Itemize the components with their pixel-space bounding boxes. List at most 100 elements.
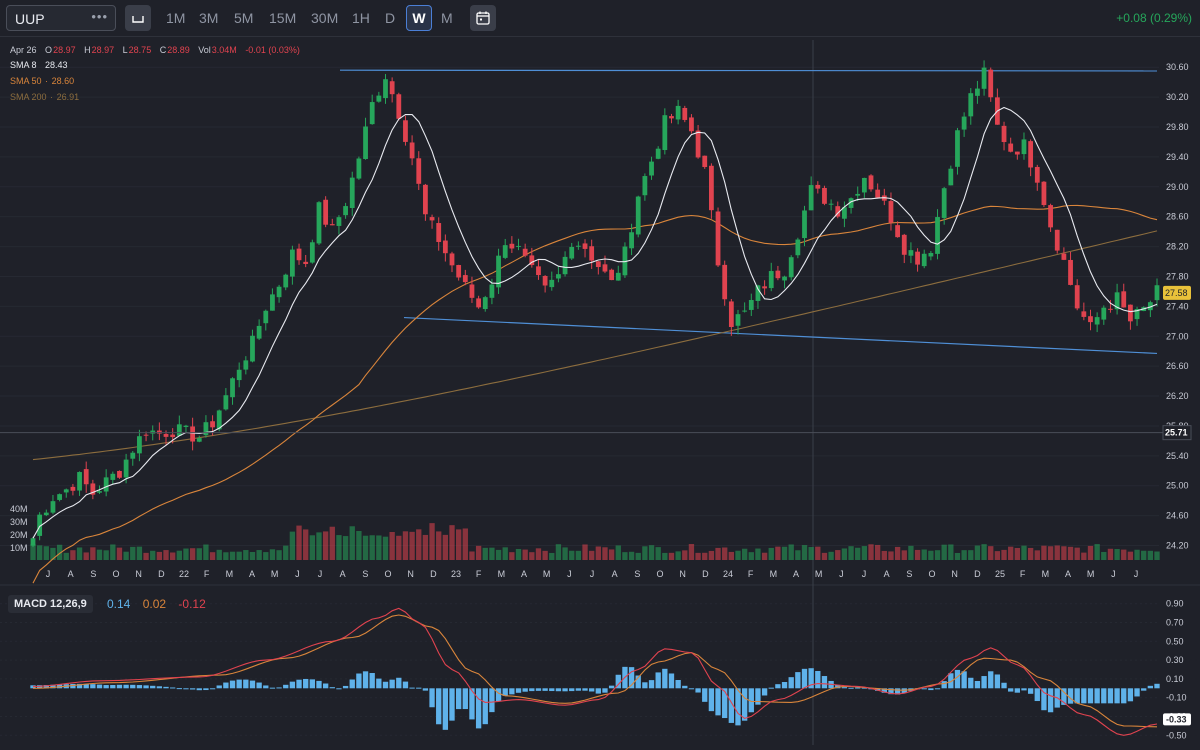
volume-bar [708,550,715,560]
price-change: +0.08 (0.29%) [1116,11,1192,25]
candle-body [815,184,821,189]
macd-histogram-bar [841,687,848,689]
volume-bar [1061,546,1067,560]
sma8-legend[interactable]: SMA 8 28.43 [10,60,69,70]
time-tick-label: M [498,569,506,579]
timeframe-3m[interactable]: 3M [199,10,219,26]
volume-bar [529,552,535,560]
macd-histogram-bar [336,688,342,690]
macd-histogram-bar [429,688,435,708]
volume-bar [582,544,588,560]
sma8-line [32,106,1158,539]
macd-histogram-bar [808,668,814,689]
candle-body [203,422,209,436]
macd-histogram-bar [708,688,715,712]
volume-bar [50,547,56,560]
macd-histogram-bar [309,679,315,689]
ellipsis-icon[interactable]: ••• [91,9,108,24]
macd-label[interactable]: MACD 12,26,9 [8,595,93,613]
volume-bar [934,550,941,560]
macd-histogram-bar [848,687,854,689]
volume-tick-label: 40M [10,504,28,514]
time-tick-label: O [928,569,935,579]
candle-body [482,297,488,310]
timeframe-30m[interactable]: 30M [311,10,339,26]
volume-bar [1087,545,1094,560]
candle-body [655,148,661,159]
candle-body [70,486,76,491]
volume-bar [662,552,668,560]
macd-histogram-bar [628,667,635,689]
macd-histogram-bar [1134,688,1140,697]
symbol-search-box[interactable]: UUP ••• [6,5,116,31]
date-range-button[interactable] [470,5,496,31]
volume-bar [76,547,83,560]
macd-histogram-bar [1061,688,1067,705]
timeframe-m[interactable]: M [441,10,453,26]
timeframe-d[interactable]: D [385,10,396,26]
macd-histogram-bar [389,679,395,689]
volume-bar [429,523,435,560]
time-tick-label: N [679,569,686,579]
symbol-text: UUP [15,11,45,27]
candle-body [103,477,109,492]
candle-body [569,246,575,259]
time-tick-label: S [906,569,912,579]
volume-bar [888,551,894,560]
candle-body [536,266,541,276]
volume-bar [961,550,967,560]
macd-histogram-bar [934,688,941,690]
volume-bar [436,531,442,560]
candle-body [143,434,149,436]
volume-bar [322,531,329,560]
macd-histogram-bar [396,677,402,689]
volume-bar [515,548,522,560]
volume-bar [296,525,302,560]
sma50-legend[interactable]: SMA 50 · 28.60 [10,76,75,86]
candle-body [649,161,654,176]
last-price-tag [1163,285,1191,300]
price-tick-label: 30.60 [1166,62,1189,72]
time-tick-label: M [1042,569,1050,579]
candle-body [755,285,761,301]
macd-histogram-bar [688,688,695,690]
candle-body [1028,141,1034,168]
macd-histogram-bar [256,682,262,689]
macd-histogram-bar [668,673,675,689]
timeframe-w[interactable]: W [406,5,432,31]
macd-tick-label: 0.50 [1166,636,1184,646]
candle-body [609,269,615,281]
price-tick-label: 25.40 [1166,451,1189,461]
volume-bar [442,534,449,560]
volume-bar [768,547,774,560]
macd-histogram-bar [715,688,721,716]
macd-histogram-bar [582,688,588,691]
candle-body [63,489,69,493]
timeframe-1m[interactable]: 1M [166,10,186,26]
macd-histogram-bar [170,687,176,689]
candle-body [1054,229,1060,251]
sma200-legend[interactable]: SMA 200 · 26.91 [10,92,80,102]
macd-histogram-bar [961,671,967,689]
volume-bar [30,544,36,560]
sma8-path [32,106,1158,539]
candle-body [622,246,628,276]
candle-body [57,494,62,500]
macd-histogram-bar [43,685,49,689]
macd-tick-label: 0.70 [1166,618,1184,628]
timeframe-15m[interactable]: 15M [269,10,297,26]
candle-body [150,430,156,434]
volume-bar [1107,548,1114,560]
volume-bar [176,550,182,560]
volume-bar [688,544,695,560]
volume-tick-label: 20M [10,530,28,540]
macd-histogram-bar [249,680,256,689]
candle-body [1134,309,1140,320]
candle-body [762,286,767,289]
crosshair-price-tag [1162,425,1192,441]
timeframe-1h[interactable]: 1H [352,10,370,26]
chart-type-button[interactable] [125,5,151,31]
timeframe-5m[interactable]: 5M [234,10,254,26]
volume-bar [795,550,801,560]
